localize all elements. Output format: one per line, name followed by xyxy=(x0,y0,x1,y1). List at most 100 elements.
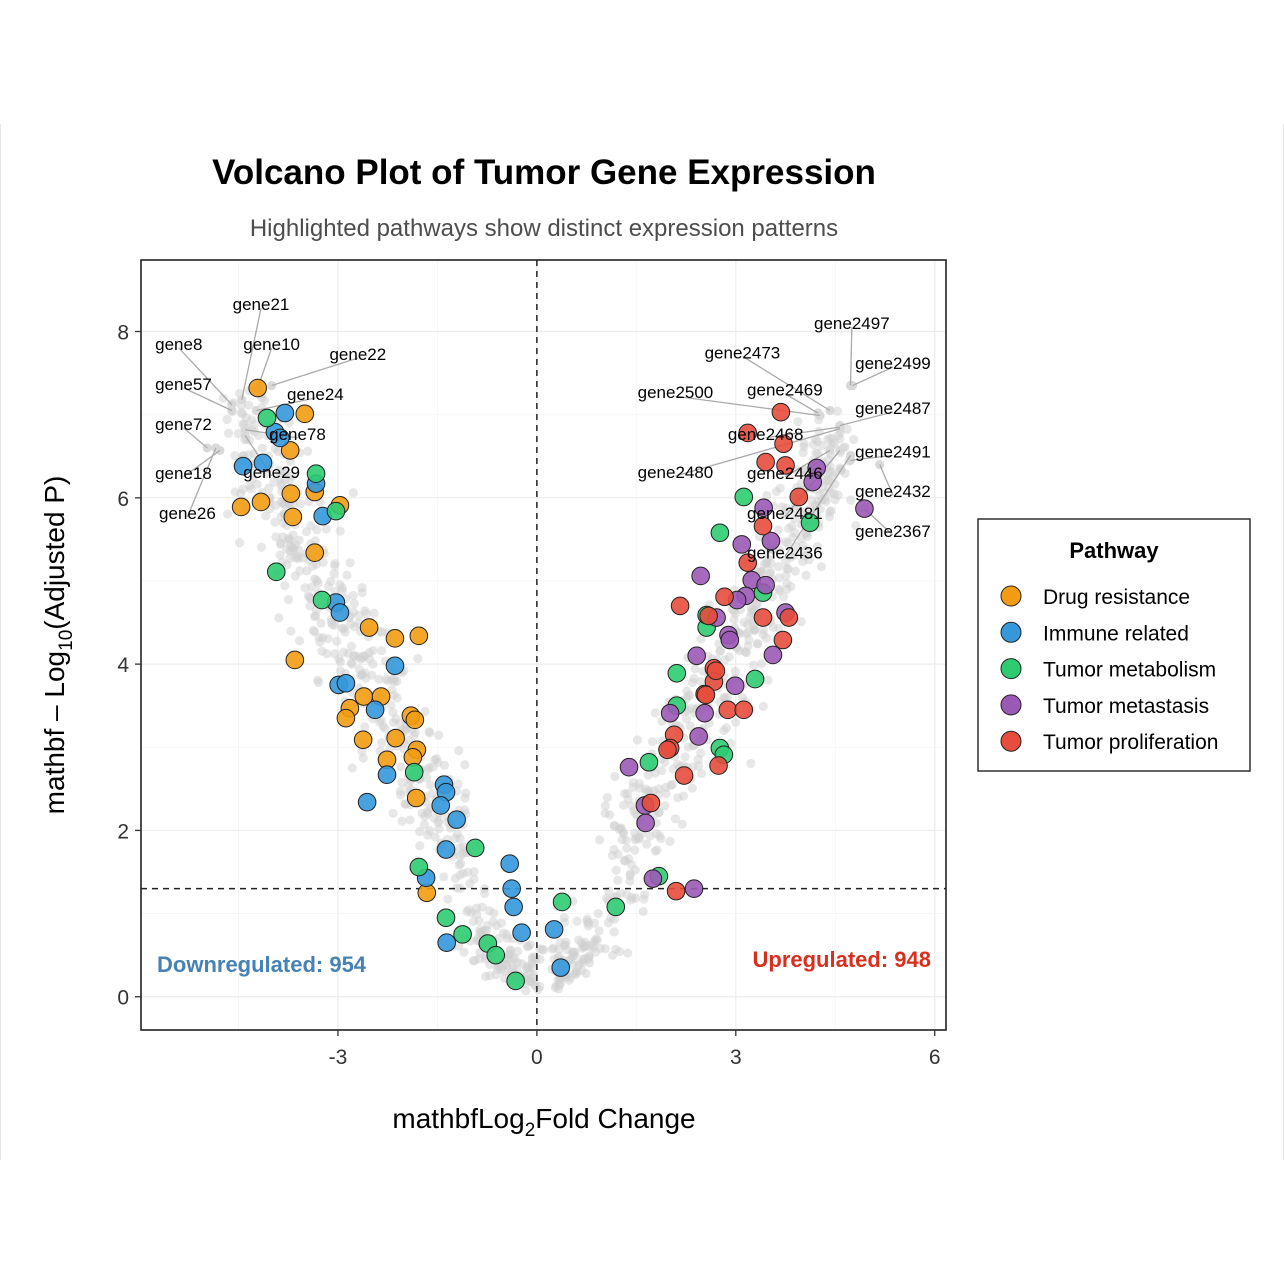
axis-ticks: -3 0 3 6 0 2 4 6 8 xyxy=(117,322,940,1069)
background-point xyxy=(236,488,246,499)
gene-label: gene22 xyxy=(329,345,386,364)
gene-label: gene18 xyxy=(155,464,212,483)
background-point xyxy=(622,843,632,853)
background-point xyxy=(521,986,531,996)
point-tumor-metabolism xyxy=(506,971,525,991)
background-point xyxy=(765,566,775,577)
point-drug-resistance xyxy=(409,626,429,646)
point-tumor-metabolism xyxy=(639,752,659,772)
background-point xyxy=(246,483,256,494)
background-point xyxy=(392,693,402,703)
background-point xyxy=(685,721,695,731)
background-point xyxy=(773,525,783,535)
background-point xyxy=(730,717,741,727)
background-point xyxy=(334,654,344,664)
point-immune-related xyxy=(447,810,466,829)
background-point xyxy=(388,808,398,818)
background-point xyxy=(680,752,690,762)
background-point xyxy=(654,784,664,794)
background-point xyxy=(348,488,358,498)
background-point xyxy=(453,779,463,789)
point-tumor-metabolism xyxy=(734,487,754,507)
background-point xyxy=(330,558,340,569)
background-point xyxy=(295,566,305,576)
background-point xyxy=(396,762,406,772)
background-point xyxy=(687,678,698,688)
background-point xyxy=(420,811,430,822)
legend-swatch xyxy=(1000,621,1022,643)
background-point xyxy=(510,953,520,963)
gene-label: gene2367 xyxy=(855,522,931,541)
background-point xyxy=(346,641,357,651)
legend-label: Immune related xyxy=(1043,622,1189,645)
background-point xyxy=(575,958,585,969)
background-point xyxy=(523,976,533,986)
background-point xyxy=(719,725,729,736)
background-point xyxy=(458,868,468,878)
background-point xyxy=(595,943,606,953)
background-point xyxy=(789,504,799,514)
background-point xyxy=(313,578,323,588)
background-point xyxy=(623,948,633,958)
gene-label: gene57 xyxy=(155,375,212,394)
background-point xyxy=(550,982,560,993)
background-point xyxy=(318,557,328,567)
gene-label: gene2491 xyxy=(855,442,931,461)
label-leader-line xyxy=(186,447,217,518)
y-axis-label-tail: (Adjusted P) xyxy=(39,476,70,630)
point-drug-resistance xyxy=(305,543,325,562)
background-point xyxy=(321,524,331,534)
gene-label: gene78 xyxy=(269,425,326,444)
background-point xyxy=(329,569,339,579)
background-point xyxy=(410,727,420,738)
background-point xyxy=(236,407,246,418)
x-axis-label-main: mathbfLog xyxy=(392,1103,524,1134)
label-leader-line xyxy=(183,387,233,412)
background-point xyxy=(627,892,637,903)
point-immune-related xyxy=(330,603,350,622)
background-point xyxy=(454,746,464,756)
background-point xyxy=(347,763,357,773)
background-point xyxy=(696,676,706,687)
background-point xyxy=(271,532,281,542)
background-point xyxy=(300,583,310,593)
gene-label: gene2497 xyxy=(814,314,890,333)
background-point xyxy=(816,562,826,572)
background-point xyxy=(650,708,660,718)
background-point xyxy=(611,865,621,875)
upregulated-count: Upregulated: 948 xyxy=(753,947,932,972)
point-drug-resistance xyxy=(251,492,271,512)
gene-label: gene2487 xyxy=(855,399,931,418)
background-point xyxy=(264,483,274,493)
background-point xyxy=(285,553,295,563)
point-tumor-metastasis xyxy=(695,703,714,723)
legend-title: Pathway xyxy=(1069,538,1159,563)
gene-label: gene2481 xyxy=(747,504,823,523)
background-point xyxy=(425,826,435,836)
background-point xyxy=(609,845,619,855)
background-point xyxy=(851,520,861,531)
point-tumor-metabolism xyxy=(306,464,326,484)
background-point xyxy=(276,497,287,507)
background-point xyxy=(374,674,384,684)
point-immune-related xyxy=(436,840,456,859)
background-point xyxy=(376,646,387,656)
label-leader-line xyxy=(852,366,894,387)
background-point xyxy=(343,649,353,659)
background-point xyxy=(387,685,397,695)
x-axis-label: mathbfLog2Fold Change xyxy=(392,1103,695,1141)
background-point xyxy=(782,584,792,594)
background-point xyxy=(681,714,692,724)
background-point xyxy=(405,815,415,825)
background-point xyxy=(638,906,648,917)
point-tumor-proliferation xyxy=(699,606,718,626)
background-point xyxy=(746,758,756,769)
background-point xyxy=(434,815,444,826)
background-point xyxy=(468,916,479,927)
background-point xyxy=(588,943,598,953)
background-point xyxy=(244,400,254,410)
background-point xyxy=(465,879,475,889)
point-tumor-metabolism xyxy=(800,513,820,533)
background-point xyxy=(282,560,292,570)
background-point xyxy=(522,963,532,974)
